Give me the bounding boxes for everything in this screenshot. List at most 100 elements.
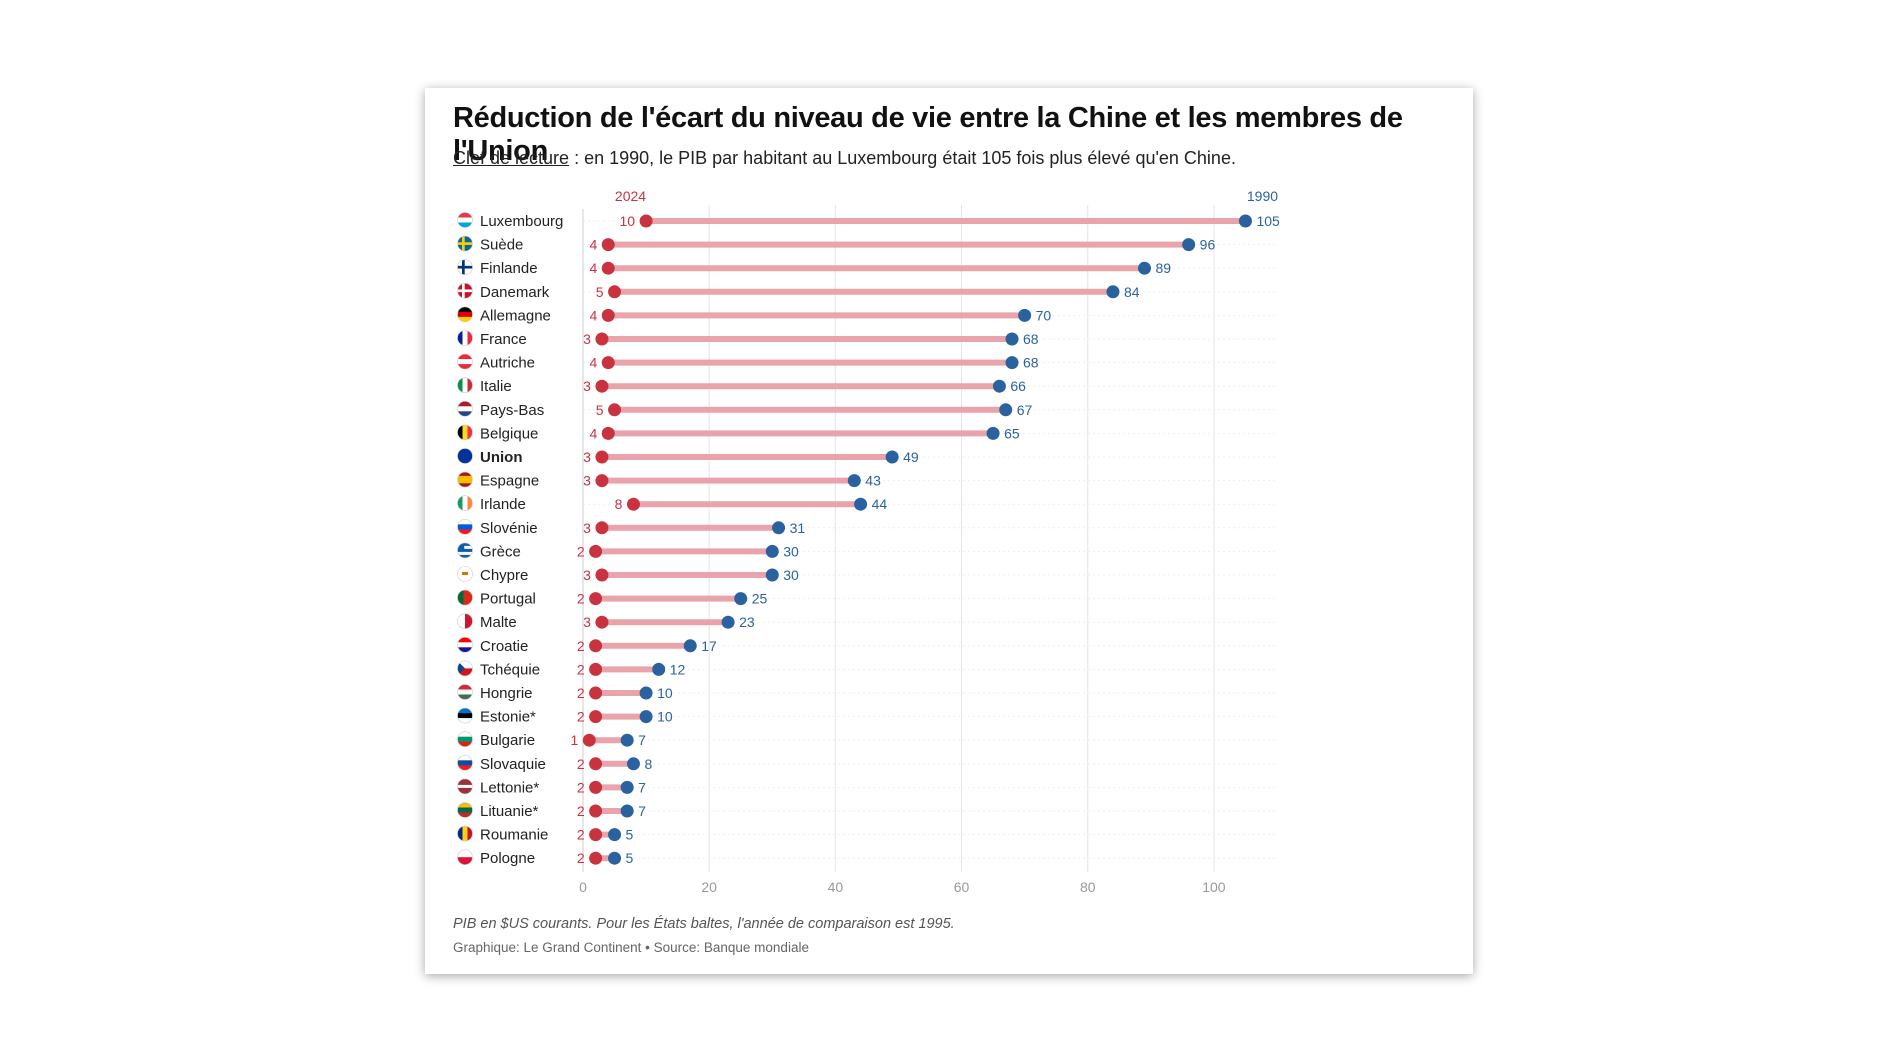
x-tick-label: 60 (954, 879, 970, 895)
value-label-1990: 43 (865, 473, 881, 489)
point-1990 (620, 733, 634, 747)
x-tick-label: 40 (828, 879, 844, 895)
point-2024 (595, 450, 609, 464)
value-label-1990: 7 (638, 732, 646, 748)
value-label-1990: 25 (752, 591, 768, 607)
point-1990 (620, 804, 634, 818)
greece-flag-icon (457, 542, 473, 559)
chart-card: Réduction de l'écart du niveau de vie en… (425, 88, 1473, 974)
point-1990 (1018, 308, 1032, 322)
row-label-suède: Suède (480, 237, 523, 254)
value-label-2024: 3 (583, 520, 591, 536)
point-1990 (772, 521, 786, 535)
x-tick-label: 0 (579, 879, 587, 895)
value-label-1990: 49 (903, 449, 919, 465)
row-label-bulgarie: Bulgarie (480, 732, 535, 749)
chart-subtitle: Clef de lecture : en 1990, le PIB par ha… (453, 148, 1236, 169)
row-label-allemagne: Allemagne (480, 307, 551, 324)
row-label-roumanie: Roumanie (480, 827, 548, 844)
sweden-flag-icon (457, 235, 473, 252)
point-1990 (734, 592, 748, 606)
value-label-2024: 2 (577, 709, 585, 725)
value-label-2024: 3 (583, 473, 591, 489)
point-1990 (765, 544, 779, 558)
row-label-belgique: Belgique (480, 425, 538, 442)
point-2024 (589, 686, 603, 700)
czechia-flag-icon (457, 660, 473, 677)
point-2024 (589, 828, 603, 842)
row-label-italie: Italie (480, 378, 512, 395)
point-2024 (595, 615, 609, 629)
point-2024 (601, 238, 615, 252)
value-label-2024: 8 (615, 496, 623, 512)
row-label-espagne: Espagne (480, 473, 539, 490)
value-label-1990: 5 (626, 850, 634, 866)
value-label-1990: 10 (657, 685, 673, 701)
value-label-2024: 3 (583, 614, 591, 630)
malta-flag-icon (457, 613, 473, 630)
chart-footnote: PIB en $US courants. Pour les États balt… (453, 916, 955, 932)
finland-flag-icon (457, 259, 473, 275)
point-2024 (589, 544, 603, 558)
point-1990 (885, 450, 899, 464)
poland-flag-icon (457, 849, 473, 866)
row-label-tchéquie: Tchéquie (480, 661, 540, 678)
value-label-2024: 2 (577, 850, 585, 866)
point-2024 (608, 285, 622, 299)
row-label-irlande: Irlande (480, 496, 526, 513)
point-2024 (601, 261, 615, 275)
germany-flag-icon (457, 306, 473, 323)
row-label-grèce: Grèce (480, 543, 521, 560)
point-1990 (1106, 285, 1120, 299)
row-label-chypre: Chypre (480, 567, 528, 584)
romania-flag-icon (457, 825, 473, 842)
point-2024 (582, 733, 596, 747)
row-label-danemark: Danemark (480, 284, 550, 301)
value-label-1990: 30 (783, 567, 799, 583)
point-2024 (589, 639, 603, 653)
point-1990 (1005, 332, 1019, 346)
row-label-portugal: Portugal (480, 591, 536, 608)
point-1990 (847, 474, 861, 488)
point-2024 (589, 804, 603, 818)
value-label-2024: 3 (583, 567, 591, 583)
value-label-2024: 2 (577, 685, 585, 701)
point-1990 (854, 497, 868, 511)
bulgaria-flag-icon (457, 731, 473, 748)
row-label-union: Union (480, 449, 523, 466)
value-label-1990: 89 (1156, 260, 1172, 276)
value-label-1990: 105 (1256, 213, 1280, 229)
lithuania-flag-icon (457, 802, 473, 818)
point-1990 (608, 828, 622, 842)
slovenia-flag-icon (457, 518, 473, 535)
france-flag-icon (457, 330, 473, 346)
cyprus-flag-icon (457, 566, 473, 582)
denmark-flag-icon (457, 283, 473, 299)
chart-title: Réduction de l'écart du niveau de vie en… (453, 102, 1403, 167)
point-2024 (595, 521, 609, 535)
legend-label-1990: 1990 (1247, 188, 1278, 204)
point-2024 (589, 780, 603, 794)
value-label-2024: 2 (577, 543, 585, 559)
point-2024 (589, 592, 603, 606)
point-2024 (589, 851, 603, 865)
value-label-1990: 68 (1023, 331, 1039, 347)
point-2024 (601, 426, 615, 440)
value-label-1990: 17 (701, 638, 717, 654)
value-label-1990: 8 (644, 756, 652, 772)
point-2024 (595, 474, 609, 488)
row-label-hongrie: Hongrie (480, 685, 533, 702)
point-1990 (992, 379, 1006, 393)
estonia-flag-icon (457, 707, 473, 724)
value-label-1990: 65 (1004, 425, 1020, 441)
row-label-estonie*: Estonie* (480, 709, 536, 726)
point-1990 (608, 851, 622, 865)
x-tick-label: 20 (701, 879, 717, 895)
row-label-lituanie*: Lituanie* (480, 803, 539, 820)
value-label-2024: 4 (589, 307, 597, 323)
value-label-2024: 2 (577, 827, 585, 843)
point-2024 (595, 332, 609, 346)
value-label-2024: 2 (577, 591, 585, 607)
point-1990 (999, 403, 1013, 417)
reading-key-text: : en 1990, le PIB par habitant au Luxemb… (569, 148, 1236, 168)
